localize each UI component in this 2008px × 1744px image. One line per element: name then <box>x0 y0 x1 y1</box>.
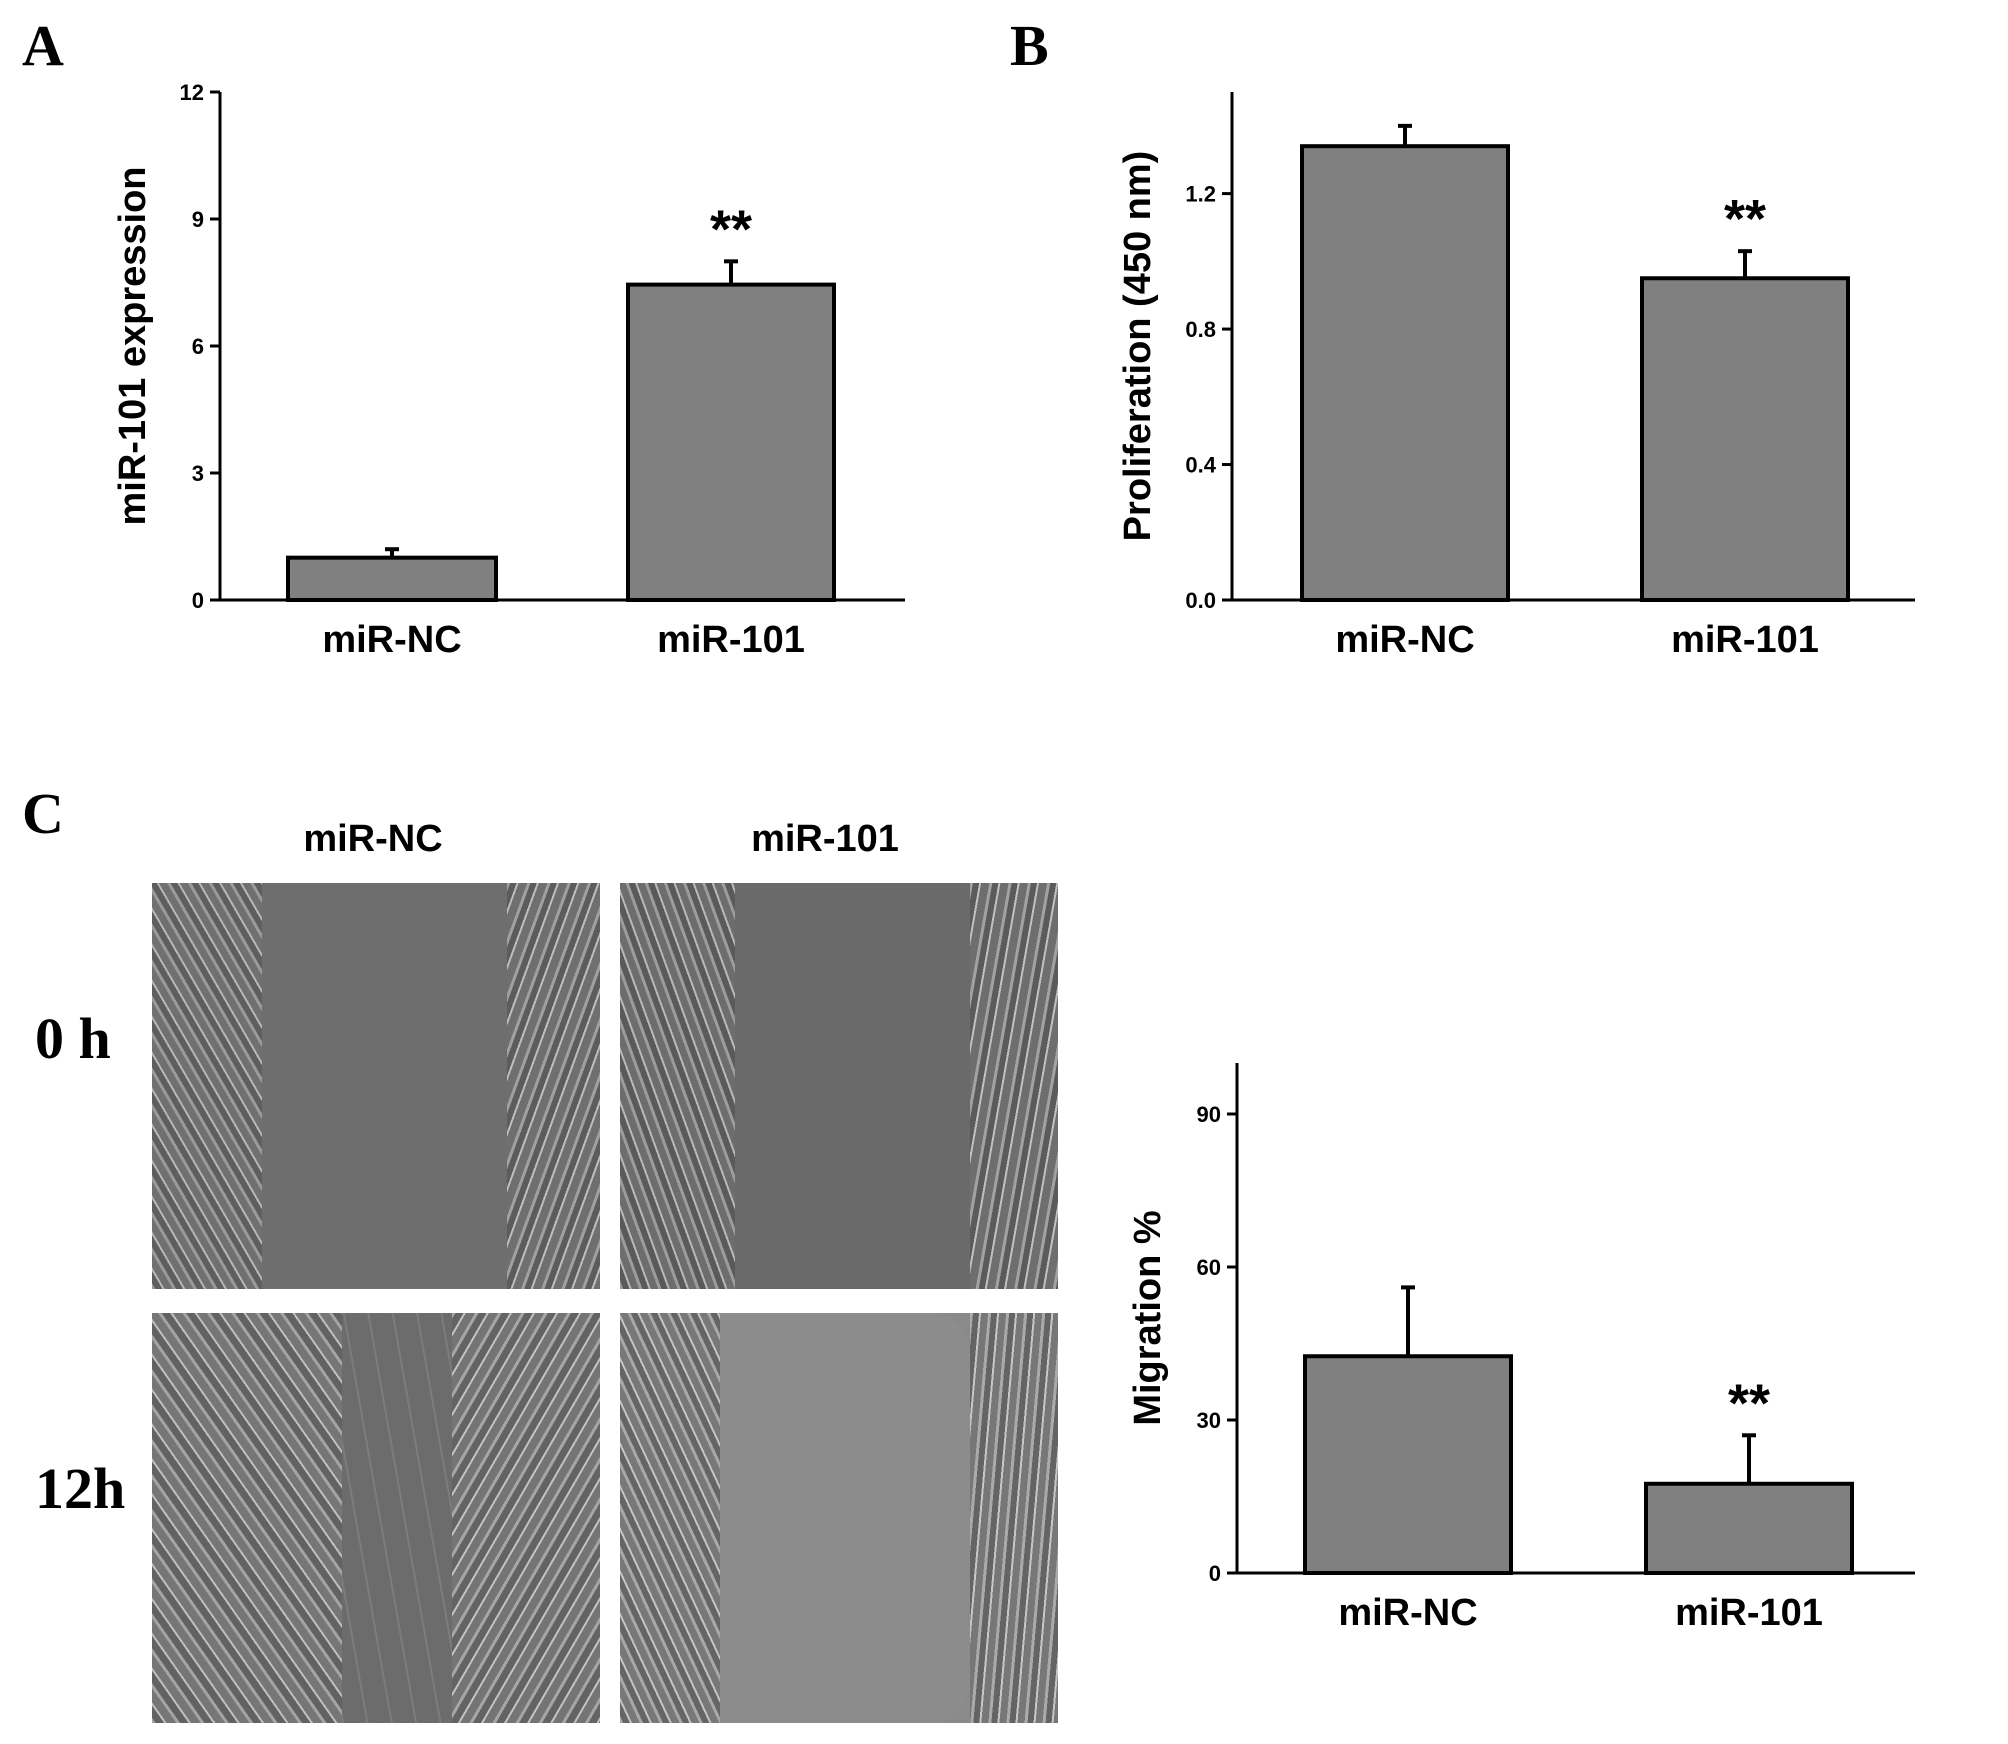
scratch-gap <box>735 883 970 1289</box>
micrograph-row-label-12h: 12h <box>35 1456 126 1521</box>
cell-layer-right <box>970 883 1058 1289</box>
y-tick-label: 1.2 <box>1185 182 1216 207</box>
chart-proliferation: miR-NC ** miR-101 0.0 0.4 0.8 1.2 Proliferation… <box>1117 92 1915 661</box>
chart-miR-101-expression: miR-NC ** miR-101 0 3 6 9 12 miR-101 expression <box>112 80 905 661</box>
y-tick-label: 90 <box>1197 1102 1221 1127</box>
bar-mir-nc <box>1303 1354 1513 1575</box>
cell-layer-right <box>507 883 600 1289</box>
cell-layer-right <box>452 1313 600 1723</box>
x-tick-label: miR-NC <box>1338 1592 1477 1634</box>
cell-layer-left <box>620 883 735 1289</box>
micrograph-mir-nc-12h <box>152 1313 600 1723</box>
x-tick-label: miR-NC <box>1335 619 1474 661</box>
cell-layer-left <box>152 1313 342 1723</box>
bar-mir-nc <box>286 555 498 603</box>
x-tick-label: miR-NC <box>322 619 461 661</box>
micrograph-col-label-mir-nc: miR-NC <box>303 818 443 860</box>
y-tick-label: 0 <box>192 588 204 613</box>
scratch-gap <box>262 883 507 1289</box>
scratch-gap <box>342 1313 452 1723</box>
y-axis-label: Proliferation (450 nm) <box>1117 151 1159 542</box>
cell-layer-right <box>970 1313 1058 1723</box>
bar-mir-101 <box>1644 1481 1854 1575</box>
bar-mir-101 <box>626 282 836 602</box>
y-tick-label: 6 <box>192 334 204 359</box>
scratch-gap <box>720 1313 970 1723</box>
y-tick-label: 0.8 <box>1185 317 1216 342</box>
y-tick-label: 30 <box>1197 1408 1221 1433</box>
y-tick-label: 12 <box>180 80 204 105</box>
bar-mir-nc <box>1300 144 1510 602</box>
y-tick-label: 3 <box>192 461 204 486</box>
panel-label-a: A <box>22 13 64 78</box>
micrograph-mir-101-0h <box>620 883 1058 1289</box>
micrograph-mir-101-12h <box>620 1313 1058 1723</box>
x-tick-label: miR-101 <box>1671 619 1819 661</box>
panel-label-c: C <box>22 781 64 846</box>
y-axis-label: Migration % <box>1127 1210 1169 1425</box>
micrograph-row-label-0h: 0 h <box>35 1006 111 1071</box>
micrograph-mir-nc-0h <box>152 883 600 1289</box>
cell-layer-left <box>152 883 262 1289</box>
y-tick-label: 0 <box>1209 1561 1221 1586</box>
cell-layer-left <box>620 1313 720 1723</box>
y-tick-label: 9 <box>192 207 204 232</box>
significance-marker: ** <box>1728 1373 1770 1433</box>
y-tick-label: 60 <box>1197 1255 1221 1280</box>
y-tick-label: 0.0 <box>1185 588 1216 613</box>
x-tick-label: miR-101 <box>657 619 805 661</box>
panel-label-b: B <box>1010 13 1049 78</box>
chart-migration: miR-NC ** miR-101 0 30 60 90 Migration % <box>1127 1063 1915 1634</box>
x-tick-label: miR-101 <box>1675 1592 1823 1634</box>
y-tick-label: 0.4 <box>1185 453 1216 478</box>
significance-marker: ** <box>1724 189 1766 249</box>
micrograph-col-label-mir-101: miR-101 <box>751 818 899 860</box>
bar-mir-101 <box>1640 276 1850 602</box>
y-axis-label: miR-101 expression <box>112 166 154 525</box>
significance-marker: ** <box>710 199 752 259</box>
